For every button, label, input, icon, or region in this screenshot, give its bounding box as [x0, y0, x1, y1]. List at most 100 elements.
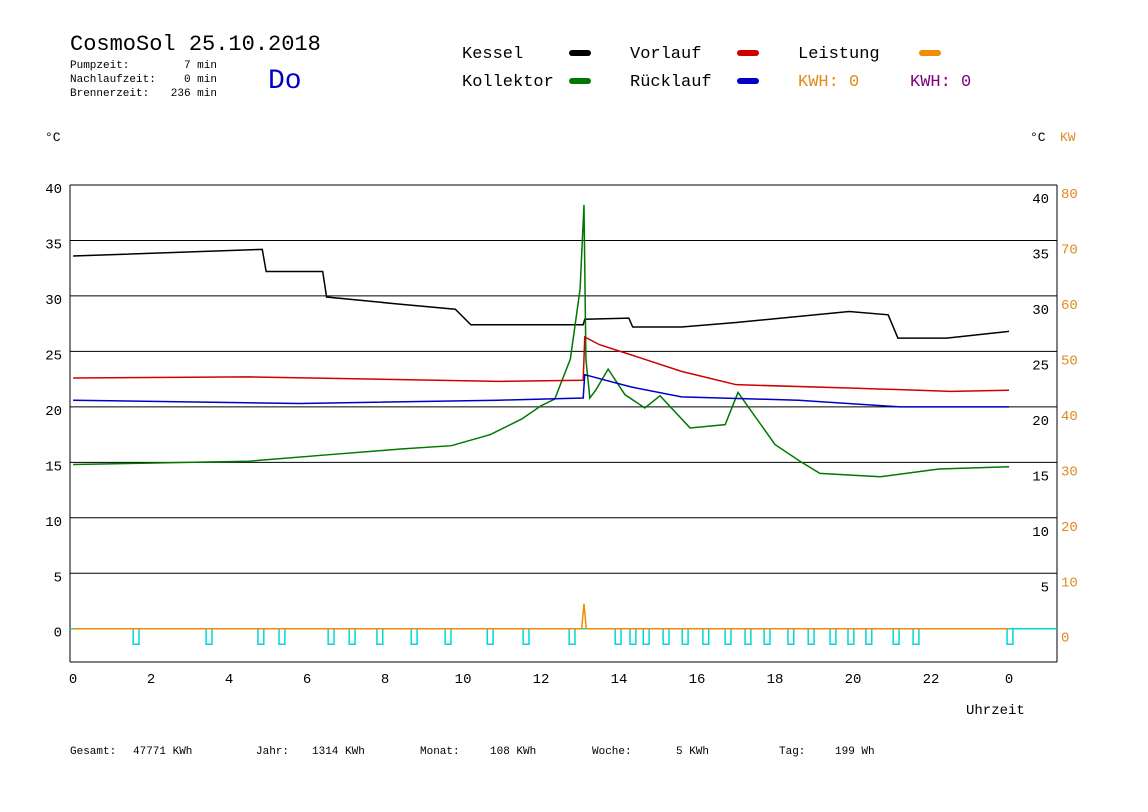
pump-pulse — [744, 628, 752, 646]
pump-pulse — [847, 628, 855, 646]
y-right-tick-label: 25 — [1032, 358, 1049, 374]
series-line — [73, 603, 1010, 630]
y-tick-label: 30 — [45, 293, 62, 309]
y-right-tick-label: 20 — [1032, 414, 1049, 430]
legend-label: Rücklauf — [630, 73, 712, 92]
x-tick-label: 6 — [303, 672, 311, 688]
x-tick-label: 4 — [225, 672, 233, 688]
y-right-tick-label: 35 — [1032, 247, 1049, 263]
pump-pulse — [865, 628, 873, 646]
x-tick-label: 2 — [147, 672, 155, 688]
series-line — [73, 373, 1010, 408]
pump-pulse — [132, 628, 140, 646]
pump-pulse — [892, 628, 900, 646]
y-axis-label: °C — [45, 130, 61, 145]
info-value: 236 min — [171, 88, 217, 100]
legend-label: Vorlauf — [630, 45, 701, 64]
pump-pulse — [410, 628, 418, 646]
footer-value: 5 KWh — [676, 746, 709, 758]
footer-value: 199 Wh — [835, 746, 875, 758]
pump-pulse — [568, 628, 576, 646]
info-label: Brennerzeit: — [70, 88, 149, 100]
y2-tick-label: 0 — [1061, 631, 1069, 647]
y2-tick-label: 80 — [1061, 187, 1078, 203]
y2-tick-label: 60 — [1061, 298, 1078, 314]
footer-label: Woche: — [592, 746, 632, 758]
pump-pulse — [444, 628, 452, 646]
y-tick-label: 40 — [45, 182, 62, 198]
pump-pulse — [1006, 628, 1014, 646]
legend-label: Leistung — [798, 45, 880, 64]
y2-axis-label: KW — [1060, 130, 1076, 145]
y2-tick-label: 40 — [1061, 409, 1078, 425]
y-tick-label: 5 — [54, 570, 62, 586]
pump-pulse — [486, 628, 494, 646]
x-tick-label: 8 — [381, 672, 389, 688]
x-tick-label: 16 — [689, 672, 706, 688]
footer-value: 108 KWh — [490, 746, 536, 758]
y-tick-label: 15 — [45, 459, 62, 475]
y-tick-label: 10 — [45, 515, 62, 531]
pump-pulse — [724, 628, 732, 646]
pump-pulse — [376, 628, 384, 646]
pump-pulse — [629, 628, 637, 646]
y2-tick-label: 50 — [1061, 353, 1078, 369]
pump-pulse — [681, 628, 689, 646]
y-right-tick-label: 5 — [1041, 580, 1049, 596]
pump-pulse — [807, 628, 815, 646]
footer-label: Jahr: — [256, 746, 289, 758]
weekday: Do — [268, 66, 302, 97]
footer-value: 1314 KWh — [312, 746, 365, 758]
kwh-label: KWH: 0 — [798, 73, 859, 92]
series-line — [73, 248, 1010, 339]
footer-label: Monat: — [420, 746, 460, 758]
y2-tick-label: 10 — [1061, 575, 1078, 591]
info-label: Pumpzeit: — [70, 60, 129, 72]
y2-tick-label: 20 — [1061, 520, 1078, 536]
pump-pulse — [348, 628, 356, 646]
footer-label: Gesamt: — [70, 746, 116, 758]
kwh-label: KWH: 0 — [910, 73, 971, 92]
x-tick-label: 18 — [767, 672, 784, 688]
x-tick-label: 22 — [923, 672, 940, 688]
x-axis-label: Uhrzeit — [966, 703, 1025, 719]
y-right-tick-label: 30 — [1032, 303, 1049, 319]
footer-label: Tag: — [779, 746, 805, 758]
pump-pulse — [787, 628, 795, 646]
series-line — [73, 204, 1010, 478]
pump-pulse — [257, 628, 265, 646]
y2-tick-label: 70 — [1061, 242, 1078, 258]
y-tick-label: 25 — [45, 348, 62, 364]
pump-pulse — [278, 628, 286, 646]
pump-pulse — [205, 628, 213, 646]
y-right-tick-label: 40 — [1032, 192, 1049, 208]
info-label: Nachlaufzeit: — [70, 74, 156, 86]
y-tick-label: 20 — [45, 404, 62, 420]
legend-label: Kollektor — [462, 73, 554, 92]
pump-pulse — [763, 628, 771, 646]
x-tick-label: 14 — [611, 672, 628, 688]
x-tick-label: 20 — [845, 672, 862, 688]
info-value: 0 min — [184, 74, 217, 86]
footer-value: 47771 KWh — [133, 746, 192, 758]
info-value: 7 min — [184, 60, 217, 72]
y-tick-label: 0 — [54, 626, 62, 642]
x-tick-label: 0 — [69, 672, 77, 688]
x-tick-label: 0 — [1005, 672, 1013, 688]
y-right-tick-label: 10 — [1032, 525, 1049, 541]
chart-title: CosmoSol 25.10.2018 — [70, 32, 321, 57]
pump-pulse — [327, 628, 335, 646]
pump-pulse — [614, 628, 622, 646]
y-right-tick-label: 15 — [1032, 469, 1049, 485]
legend-label: Kessel — [462, 45, 523, 64]
y2-tick-label: 30 — [1061, 464, 1078, 480]
pump-pulse — [912, 628, 920, 646]
x-tick-label: 12 — [533, 672, 550, 688]
y-tick-label: 35 — [45, 237, 62, 253]
pump-pulse — [642, 628, 650, 646]
y-right-label: °C — [1030, 130, 1046, 145]
pump-pulse — [829, 628, 837, 646]
x-tick-label: 10 — [455, 672, 472, 688]
